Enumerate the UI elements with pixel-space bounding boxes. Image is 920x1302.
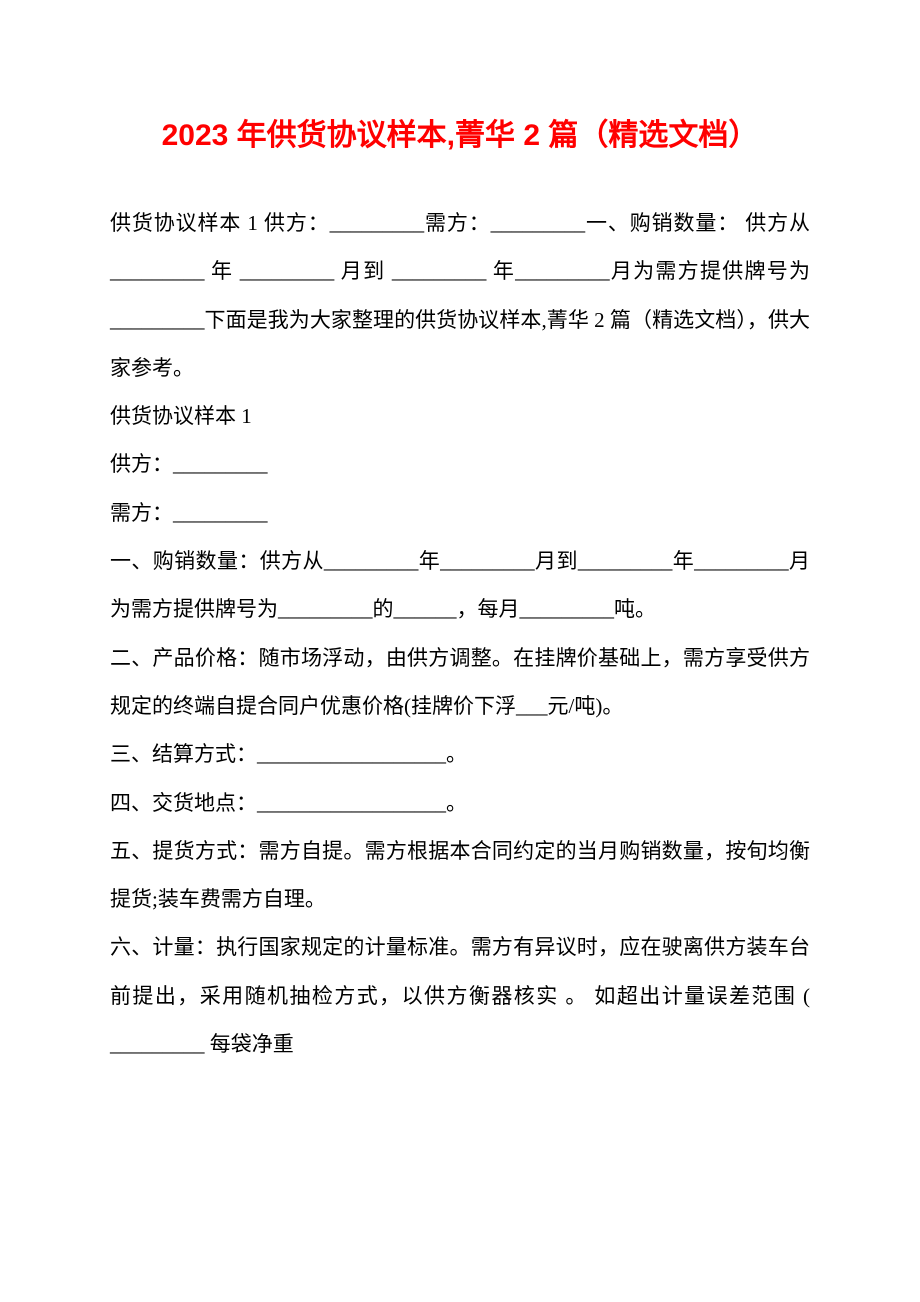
- paragraph-buyer: 需方：_________: [110, 489, 810, 537]
- paragraph-clause-5: 五、提货方式：需方自提。需方根据本合同约定的当月购销数量，按旬均衡提货;装车费需…: [110, 827, 810, 924]
- paragraph-sample-heading: 供货协议样本 1: [110, 392, 810, 440]
- paragraph-clause-4: 四、交货地点：__________________。: [110, 779, 810, 827]
- paragraph-clause-3: 三、结算方式：__________________。: [110, 730, 810, 778]
- paragraph-supplier: 供方：_________: [110, 440, 810, 488]
- paragraph-clause-1: 一、购销数量：供方从_________年_________月到_________…: [110, 537, 810, 634]
- paragraph-intro: 供货协议样本 1 供方：_________需方：_________一、购销数量：…: [110, 199, 810, 392]
- document-title: 2023 年供货协议样本,菁华 2 篇（精选文档）: [110, 110, 810, 154]
- document-body: 供货协议样本 1 供方：_________需方：_________一、购销数量：…: [110, 199, 810, 1068]
- paragraph-clause-6: 六、计量：执行国家规定的计量标准。需方有异议时，应在驶离供方装车台前提出，采用随…: [110, 923, 810, 1068]
- paragraph-clause-2: 二、产品价格：随市场浮动，由供方调整。在挂牌价基础上，需方享受供方规定的终端自提…: [110, 634, 810, 731]
